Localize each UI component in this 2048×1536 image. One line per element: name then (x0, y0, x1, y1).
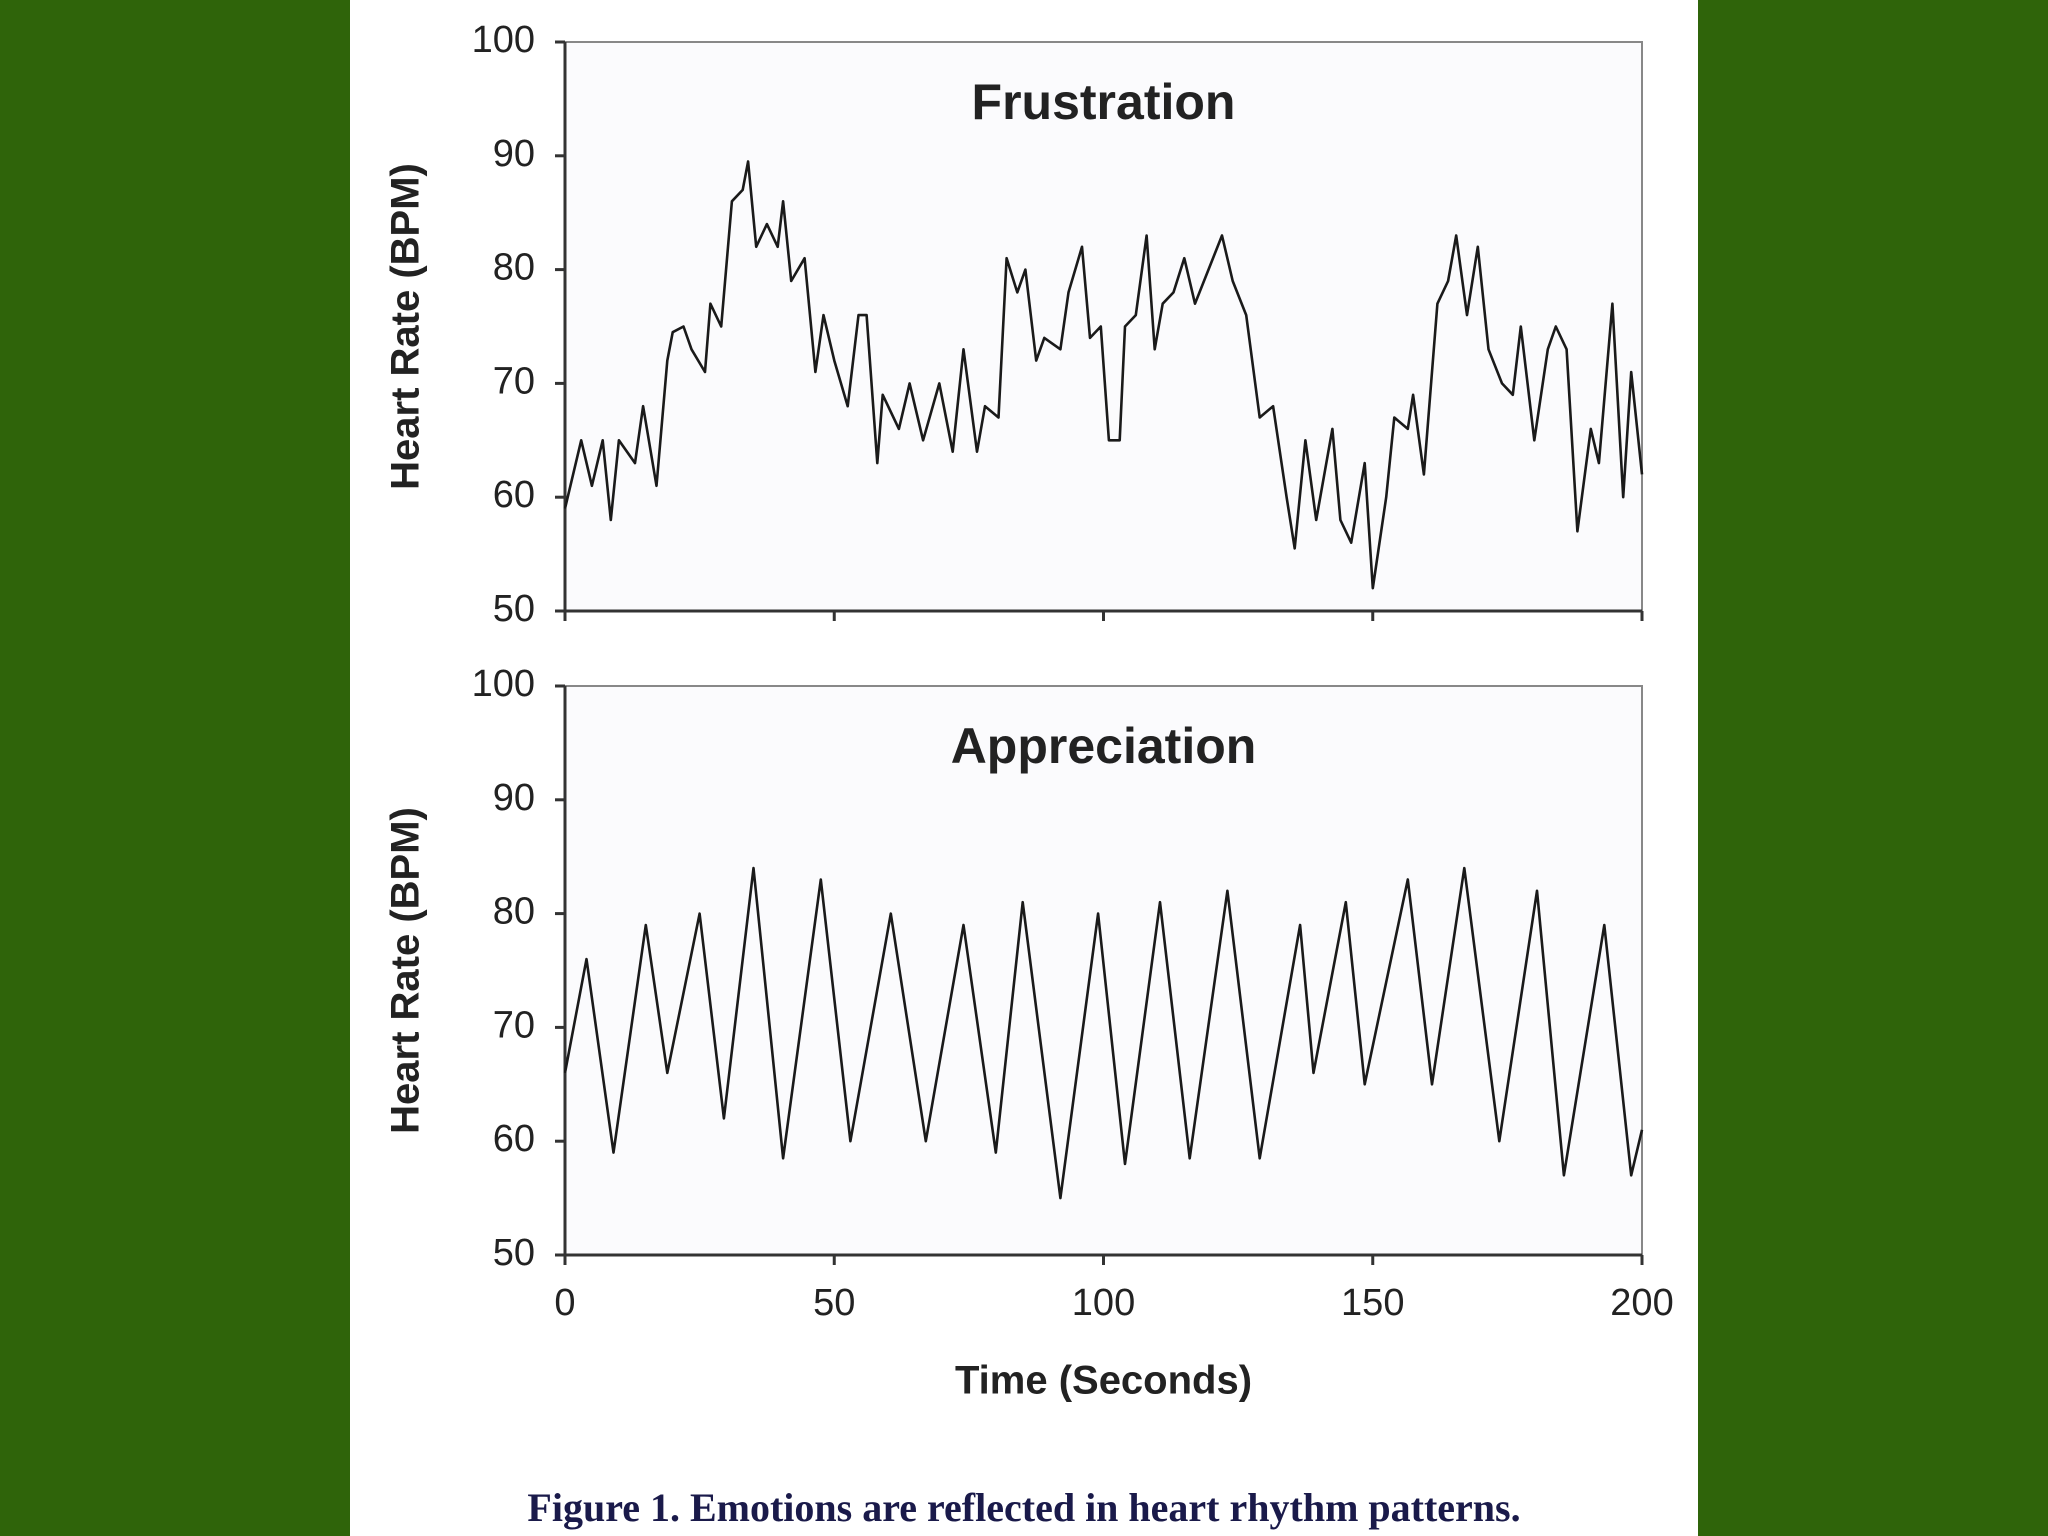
y-tick-label: 70 (493, 360, 535, 402)
x-tick-label: 0 (554, 1282, 575, 1324)
chart-title: Appreciation (951, 718, 1257, 774)
data-line (563, 866, 1644, 1200)
x-tick-label: 150 (1341, 1282, 1404, 1324)
y-tick-label: 90 (493, 133, 535, 175)
figure-caption: Figure 1. Emotions are reflected in hear… (527, 1485, 1520, 1530)
y-axis-label: Heart Rate (BPM) (384, 163, 428, 490)
y-tick-label: 80 (493, 247, 535, 289)
y-tick-label: 60 (493, 474, 535, 516)
y-tick-label: 90 (493, 777, 535, 819)
x-tick-label: 100 (1072, 1282, 1135, 1324)
chart-title: Frustration (972, 74, 1236, 130)
x-tick-label: 50 (813, 1282, 855, 1324)
y-tick-label: 60 (493, 1118, 535, 1160)
y-axis-label: Heart Rate (BPM) (384, 807, 428, 1134)
y-tick-label: 50 (493, 1232, 535, 1274)
y-tick-label: 100 (472, 663, 535, 705)
x-axis-label: Time (Seconds) (955, 1359, 1252, 1403)
y-tick-label: 50 (493, 588, 535, 630)
x-tick-label: 200 (1610, 1282, 1673, 1324)
plot-area (564, 41, 1643, 612)
y-tick-label: 100 (472, 19, 535, 61)
y-tick-label: 80 (493, 891, 535, 933)
y-tick-label: 70 (493, 1004, 535, 1046)
data-line (563, 160, 1644, 590)
